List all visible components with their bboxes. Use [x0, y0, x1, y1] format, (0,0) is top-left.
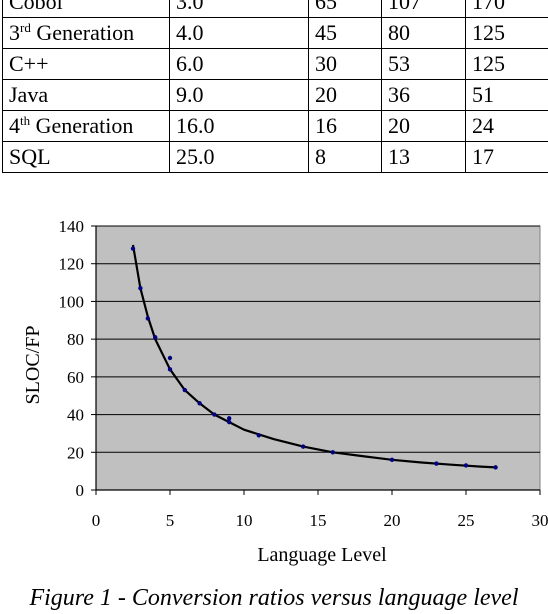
- x-tick-label: 30: [532, 511, 548, 530]
- value-cell: 53: [381, 48, 466, 80]
- x-tick-label: 0: [92, 511, 101, 530]
- value-cell: 125: [465, 48, 548, 80]
- conversion-table-container: Cobol 3.0 65 107 170 3rd Generation 4.0 45 80 125…: [2, 0, 548, 173]
- table-row: Cobol 3.0 65 107 170: [2, 0, 548, 18]
- value-cell: 20: [381, 110, 466, 142]
- sloc-per-fp-chart: 0 20 40 60 80 100 120 140 0 5 10 15 20 25 30 Language L…: [22, 217, 548, 566]
- data-point: [153, 335, 158, 340]
- language-ordinal-suffix: rd: [20, 20, 31, 35]
- data-point: [212, 412, 217, 417]
- data-point: [197, 401, 202, 406]
- value-cell: 51: [465, 79, 548, 111]
- language-name-suffix: Generation: [30, 113, 134, 138]
- conversion-table-body: Cobol 3.0 65 107 170 3rd Generation 4.0 45 80 125…: [2, 0, 548, 173]
- level-cell: 3.0: [169, 0, 309, 18]
- language-cell: Java: [2, 79, 170, 111]
- value-cell: 17: [465, 141, 548, 173]
- data-point: [227, 419, 232, 425]
- value-cell: 170: [465, 0, 548, 18]
- value-cell: 20: [308, 79, 382, 111]
- value-cell: 13: [381, 141, 466, 173]
- data-point: [227, 416, 232, 421]
- language-cell: SQL: [2, 141, 170, 173]
- data-point: [301, 444, 306, 449]
- conversion-table: Cobol 3.0 65 107 170 3rd Generation 4.0 45 80 125…: [2, 0, 548, 173]
- data-point: [463, 463, 469, 468]
- x-tick-label: 15: [310, 511, 327, 530]
- y-tick-label: 20: [67, 443, 84, 462]
- data-point: [389, 457, 395, 463]
- language-name: Java: [9, 82, 49, 107]
- value-cell: 30: [308, 48, 382, 80]
- x-axis-label: Language Level: [257, 544, 387, 566]
- x-tick-label: 10: [236, 511, 253, 530]
- table-row: Java 9.0 20 36 51: [2, 79, 548, 111]
- data-point: [167, 367, 173, 372]
- value-cell: 65: [308, 0, 382, 18]
- data-point: [256, 433, 261, 438]
- language-cell: 4th Generation: [2, 110, 170, 142]
- value-cell: 16: [308, 110, 382, 142]
- language-name: C++: [9, 51, 49, 76]
- language-cell: C++: [2, 48, 170, 80]
- table-row: 4th Generation 16.0 16 20 24: [2, 110, 548, 142]
- x-tick-label: 25: [458, 511, 475, 530]
- table-row: SQL 25.0 8 13 17: [2, 141, 548, 173]
- y-tick-label: 140: [59, 217, 85, 236]
- level-cell: 6.0: [169, 48, 309, 80]
- value-cell: 125: [465, 17, 548, 49]
- language-cell: Cobol: [2, 0, 170, 18]
- value-cell: 8: [308, 141, 382, 173]
- y-axis-label: SLOC/FP: [22, 326, 44, 405]
- data-point: [130, 246, 136, 251]
- data-point: [167, 355, 173, 361]
- y-tick-label: 120: [59, 255, 85, 274]
- data-point: [182, 387, 187, 393]
- language-ordinal-suffix: th: [20, 113, 31, 128]
- data-point: [434, 461, 439, 466]
- y-tick-label: 0: [76, 481, 85, 500]
- level-cell: 4.0: [169, 17, 309, 49]
- value-cell: 45: [308, 17, 382, 49]
- language-name: 3: [9, 20, 20, 45]
- level-cell: 9.0: [169, 79, 309, 111]
- y-tick-label: 100: [59, 292, 85, 311]
- y-tick-label: 40: [67, 406, 84, 425]
- y-tick-label: 80: [67, 330, 84, 349]
- value-cell: 24: [465, 110, 548, 142]
- figure-caption: Figure 1 - Conversion ratios versus lang…: [29, 585, 519, 611]
- table-row: C++ 6.0 30 53 125: [2, 48, 548, 80]
- data-point: [330, 450, 335, 455]
- data-point: [145, 316, 150, 321]
- language-name-suffix: Generation: [30, 20, 135, 45]
- language-cell: 3rd Generation: [2, 17, 170, 49]
- value-cell: 36: [381, 79, 466, 111]
- value-cell: 80: [381, 17, 466, 49]
- level-cell: 16.0: [169, 110, 309, 142]
- x-tick-label: 5: [166, 511, 175, 530]
- language-name: Cobol: [9, 0, 63, 14]
- language-name: 4: [9, 113, 20, 138]
- language-name: SQL: [9, 144, 51, 169]
- y-tick-label: 60: [67, 368, 84, 387]
- level-cell: 25.0: [169, 141, 309, 173]
- data-point: [493, 465, 498, 470]
- table-row: 3rd Generation 4.0 45 80 125: [2, 17, 548, 49]
- x-tick-label: 20: [384, 511, 401, 530]
- data-point: [138, 286, 143, 291]
- value-cell: 107: [381, 0, 466, 18]
